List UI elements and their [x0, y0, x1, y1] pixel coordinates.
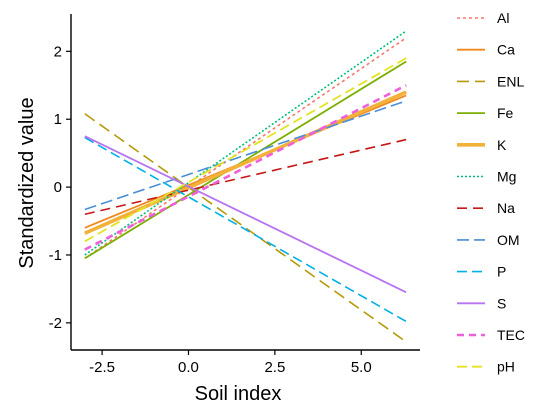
legend-item-k: K: [457, 137, 507, 153]
series-line-ph: [84, 57, 407, 243]
legend-item-om: OM: [457, 232, 520, 248]
plot-lines: [84, 30, 407, 343]
legend-label-enl: ENL: [497, 73, 524, 89]
legend: Al Ca ENL Fe K Mg Na OM PS TEC pH: [457, 10, 525, 375]
series-line-na: [84, 138, 407, 216]
legend-item-fe: Fe: [457, 105, 514, 121]
legend-item-na: Na: [457, 200, 515, 216]
legend-item-mg: Mg: [457, 169, 516, 185]
legend-label-al: Al: [497, 10, 509, 26]
y-tick-label: -2: [49, 315, 62, 332]
series-line-k: [84, 90, 407, 235]
x-axis-title: Soil index: [195, 383, 282, 405]
series-line-tec: [84, 84, 407, 251]
legend-label-p: P: [497, 264, 506, 280]
series-line-al: [84, 37, 407, 260]
legend-label-s: S: [497, 295, 506, 311]
series-line-p: [84, 136, 407, 323]
x-tick-label: 2.5: [264, 359, 285, 376]
legend-item-p: P: [457, 264, 506, 280]
legend-label-tec: TEC: [497, 327, 525, 343]
x-tick-label: -2.5: [89, 359, 115, 376]
legend-label-ca: Ca: [497, 42, 515, 58]
y-tick-label: -1: [49, 247, 62, 264]
legend-item-ca: Ca: [457, 42, 515, 58]
legend-item-s: S: [457, 295, 506, 311]
y-tick-label: 0: [54, 179, 62, 196]
legend-label-fe: Fe: [497, 105, 514, 121]
series-line-fe: [84, 60, 407, 260]
legend-item-ph: pH: [457, 359, 515, 375]
series-line-enl: [84, 113, 407, 343]
legend-label-om: OM: [497, 232, 520, 248]
legend-item-tec: TEC: [457, 327, 525, 343]
legend-label-k: K: [497, 137, 507, 153]
legend-item-enl: ENL: [457, 73, 524, 89]
legend-label-ph: pH: [497, 359, 515, 375]
axes: -2.5 0.0 2.5 5.0 -2 -1 0 1 2: [49, 14, 420, 376]
legend-item-al: Al: [457, 10, 509, 26]
x-tick-label: 0.0: [178, 359, 199, 376]
y-axis-title: Standardized value: [16, 97, 38, 268]
series-line-mg: [84, 30, 407, 256]
legend-label-mg: Mg: [497, 169, 516, 185]
x-tick-label: 5.0: [351, 359, 372, 376]
series-line-om: [84, 100, 407, 211]
series-line-s: [84, 135, 407, 294]
y-tick-label: 2: [54, 43, 62, 60]
legend-label-na: Na: [497, 200, 515, 216]
y-tick-label: 1: [54, 111, 62, 128]
